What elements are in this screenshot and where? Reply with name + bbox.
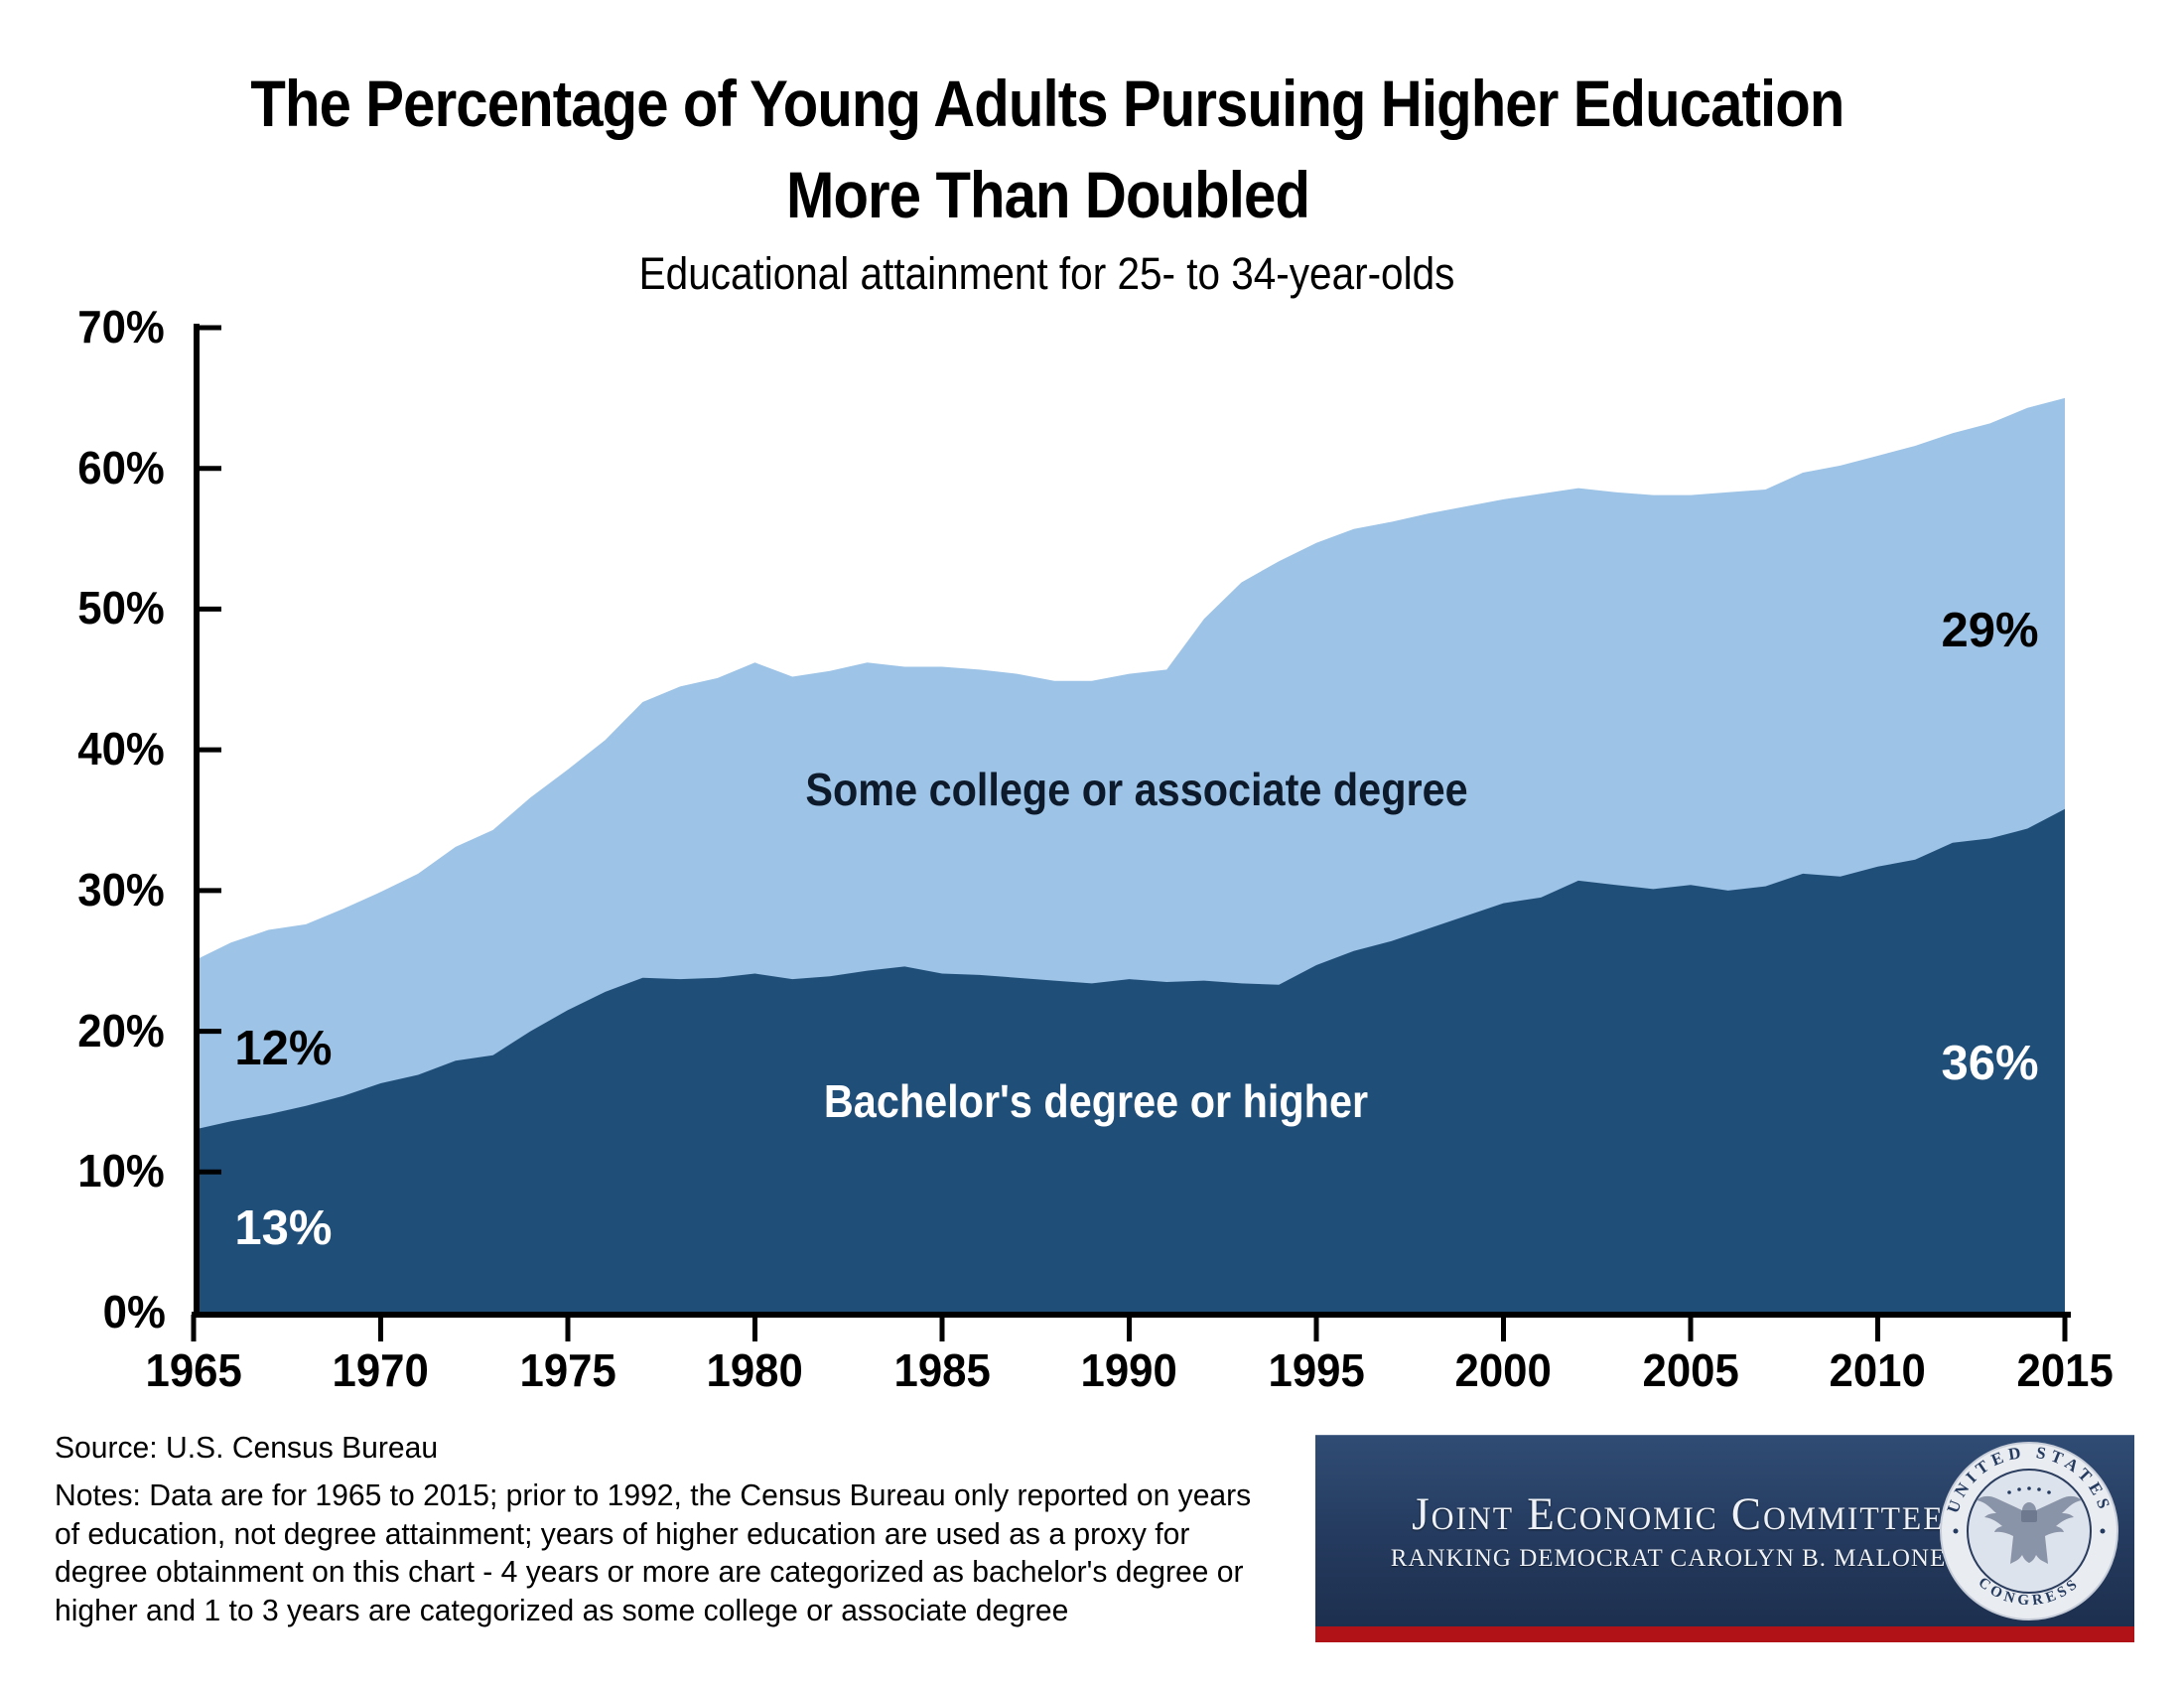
- x-axis-label: 1985: [893, 1344, 991, 1396]
- x-axis-label: 2005: [1642, 1344, 1739, 1396]
- y-axis-label: 20%: [77, 1004, 165, 1056]
- eagle-icon: [1977, 1495, 2082, 1564]
- banner-text-block: Joint Economic Committee RANKING DEMOCRA…: [1365, 1435, 1990, 1626]
- notes-line: Notes: Data are for 1965 to 2015; prior …: [55, 1477, 1252, 1512]
- value-label: 36%: [1941, 1037, 2039, 1091]
- series-label: Some college or associate degree: [805, 763, 1468, 815]
- y-axis-label: 50%: [77, 582, 165, 634]
- banner-title: Joint Economic Committee: [1411, 1487, 1945, 1540]
- x-axis-label: 1970: [332, 1344, 430, 1396]
- notes-line: higher and 1 to 3 years are categorized …: [55, 1592, 1069, 1627]
- x-axis-label: 1965: [145, 1344, 242, 1396]
- banner-red-stripe: [1315, 1626, 2134, 1642]
- y-axis-label: 40%: [77, 723, 165, 775]
- notes-line: degree obtainment on this chart - 4 year…: [55, 1554, 1244, 1589]
- y-axis-label: 60%: [77, 441, 165, 493]
- x-axis-label: 2010: [1829, 1344, 1927, 1396]
- value-label: 13%: [234, 1200, 333, 1255]
- x-axis-label: 1990: [1080, 1344, 1178, 1396]
- value-label: 29%: [1941, 603, 2039, 657]
- chart-subtitle: Educational attainment for 25- to 34-yea…: [639, 248, 1455, 299]
- area-bachelor: [194, 808, 2065, 1313]
- notes-block: Source: U.S. Census Bureau Notes: Data a…: [55, 1428, 1325, 1629]
- y-axis-label: 10%: [77, 1145, 165, 1197]
- chart-title-line2: More Than Doubled: [785, 158, 1309, 231]
- y-axis-label: 70%: [77, 301, 165, 352]
- notes-text: Notes: Data are for 1965 to 2015; prior …: [55, 1477, 1325, 1629]
- source-text: Source: U.S. Census Bureau: [55, 1430, 439, 1465]
- x-axis-label: 1975: [519, 1344, 616, 1396]
- title-block: The Percentage of Young Adults Pursuing …: [0, 58, 2095, 302]
- x-axis-label: 2015: [2016, 1344, 2114, 1396]
- jec-banner: Joint Economic Committee RANKING DEMOCRA…: [1315, 1435, 2134, 1642]
- notes-line: of education, not degree attainment; yea…: [55, 1515, 1190, 1551]
- y-axis-label: 0%: [102, 1286, 166, 1337]
- series-label: Bachelor's degree or higher: [823, 1075, 1368, 1128]
- x-axis-label: 2000: [1454, 1344, 1553, 1396]
- x-axis-label: 1980: [706, 1344, 804, 1396]
- congress-seal-icon: UNITED STATES CONGRESS: [1940, 1442, 2118, 1620]
- banner-subtitle: RANKING DEMOCRAT CAROLYN B. MALONEY: [1390, 1544, 1966, 1572]
- x-axis-label: 1995: [1268, 1344, 1365, 1396]
- chart-title-line1: The Percentage of Young Adults Pursuing …: [250, 67, 1844, 140]
- value-label: 12%: [234, 1021, 333, 1075]
- y-axis-label: 30%: [77, 863, 165, 915]
